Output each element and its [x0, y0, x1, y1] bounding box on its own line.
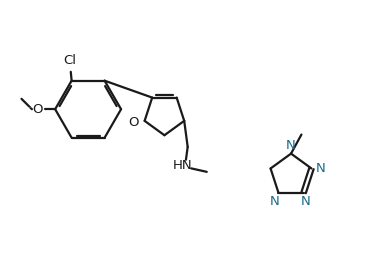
Text: methyl: methyl	[303, 132, 308, 133]
Text: N: N	[301, 195, 310, 208]
Text: N: N	[286, 139, 296, 152]
Text: O: O	[128, 116, 138, 129]
Text: N: N	[316, 162, 326, 175]
Text: methoxy: methoxy	[27, 107, 33, 108]
Text: O: O	[33, 103, 43, 116]
Text: HN: HN	[172, 159, 192, 172]
Text: Cl: Cl	[63, 54, 76, 67]
Text: N: N	[269, 195, 279, 208]
